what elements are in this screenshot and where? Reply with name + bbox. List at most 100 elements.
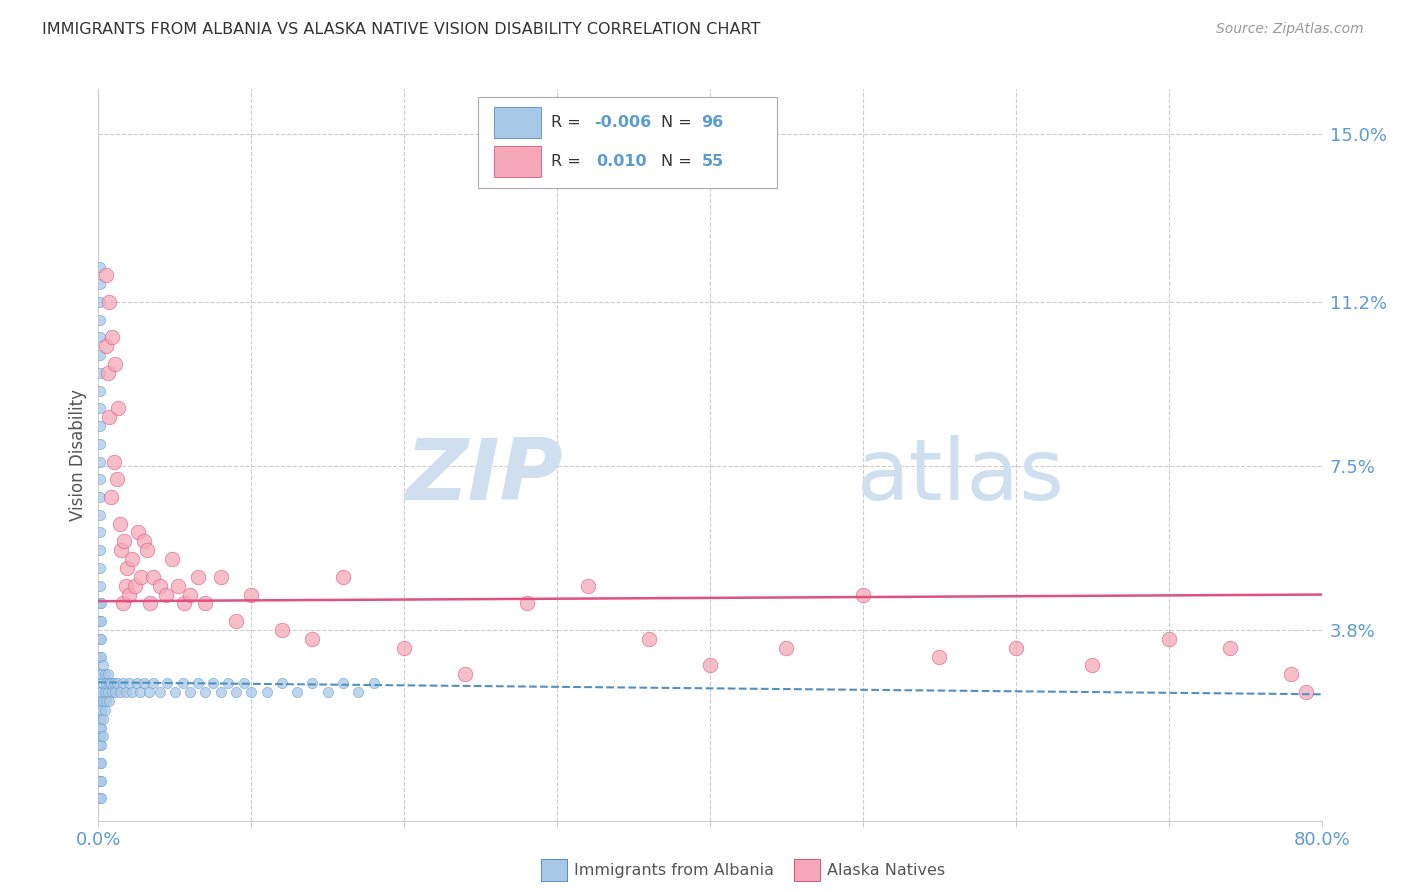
- Point: [852, 588, 875, 602]
- Point: [89, 730, 111, 744]
- Point: [98, 694, 121, 708]
- Point: [1157, 632, 1180, 646]
- Point: [90, 685, 112, 699]
- Point: [115, 685, 138, 699]
- Point: [94, 268, 117, 283]
- Point: [1219, 640, 1241, 655]
- Point: [91, 658, 114, 673]
- Point: [89, 490, 111, 504]
- Point: [89, 384, 111, 398]
- Point: [104, 357, 127, 371]
- Point: [89, 685, 111, 699]
- Point: [89, 649, 111, 664]
- Point: [89, 561, 111, 575]
- Text: -0.006: -0.006: [593, 115, 651, 130]
- Point: [285, 685, 308, 699]
- Point: [187, 676, 209, 690]
- Point: [127, 525, 149, 540]
- Point: [128, 685, 150, 699]
- Point: [202, 676, 225, 690]
- Point: [142, 676, 165, 690]
- Point: [89, 312, 111, 326]
- Point: [89, 295, 111, 310]
- Point: [89, 773, 111, 788]
- Point: [1295, 685, 1317, 699]
- Point: [160, 552, 183, 566]
- Point: [108, 516, 131, 531]
- Point: [101, 685, 124, 699]
- Point: [90, 596, 112, 610]
- Point: [124, 579, 146, 593]
- Point: [121, 685, 143, 699]
- Point: [117, 561, 139, 575]
- Point: [93, 703, 115, 717]
- Point: [90, 614, 112, 628]
- Point: [91, 712, 114, 726]
- Point: [240, 588, 263, 602]
- Point: [89, 419, 111, 434]
- Point: [89, 277, 111, 292]
- Text: Source: ZipAtlas.com: Source: ZipAtlas.com: [1216, 22, 1364, 37]
- Point: [155, 588, 177, 602]
- Point: [89, 667, 111, 681]
- Point: [256, 685, 278, 699]
- Point: [97, 685, 120, 699]
- Point: [232, 676, 254, 690]
- Point: [90, 632, 112, 646]
- Point: [111, 676, 134, 690]
- Point: [89, 401, 111, 416]
- Point: [89, 791, 111, 805]
- Point: [89, 472, 111, 486]
- Point: [142, 570, 165, 584]
- Text: N =: N =: [661, 115, 697, 130]
- Point: [240, 685, 263, 699]
- Point: [121, 552, 143, 566]
- Point: [100, 676, 122, 690]
- Text: R =: R =: [551, 115, 586, 130]
- Point: [89, 579, 111, 593]
- Point: [217, 676, 239, 690]
- Point: [1081, 658, 1104, 673]
- Point: [89, 632, 111, 646]
- Point: [134, 534, 156, 549]
- Point: [173, 596, 195, 610]
- Point: [194, 685, 217, 699]
- Point: [149, 685, 172, 699]
- Point: [89, 712, 111, 726]
- Point: [775, 640, 797, 655]
- Point: [103, 454, 125, 468]
- Point: [129, 570, 152, 584]
- Point: [89, 366, 111, 380]
- Point: [89, 694, 111, 708]
- Point: [167, 579, 190, 593]
- Point: [98, 676, 121, 690]
- Point: [194, 596, 217, 610]
- Point: [94, 694, 117, 708]
- Point: [89, 614, 111, 628]
- Point: [454, 667, 477, 681]
- Point: [179, 588, 201, 602]
- Point: [637, 632, 661, 646]
- FancyBboxPatch shape: [494, 146, 541, 177]
- Point: [209, 570, 232, 584]
- Text: IMMIGRANTS FROM ALBANIA VS ALASKA NATIVE VISION DISABILITY CORRELATION CHART: IMMIGRANTS FROM ALBANIA VS ALASKA NATIVE…: [42, 22, 761, 37]
- Point: [209, 685, 232, 699]
- Point: [89, 437, 111, 451]
- Text: Immigrants from Albania: Immigrants from Albania: [574, 863, 773, 878]
- Point: [1279, 667, 1302, 681]
- Point: [97, 366, 120, 380]
- Text: 96: 96: [702, 115, 724, 130]
- Point: [112, 534, 135, 549]
- Point: [105, 472, 128, 486]
- Point: [89, 756, 111, 770]
- Point: [316, 685, 339, 699]
- Point: [89, 596, 111, 610]
- Point: [149, 579, 172, 593]
- Text: N =: N =: [661, 154, 697, 169]
- Point: [270, 676, 292, 690]
- Point: [90, 773, 112, 788]
- Point: [332, 676, 354, 690]
- Point: [98, 410, 121, 425]
- Point: [138, 685, 160, 699]
- Point: [136, 543, 159, 558]
